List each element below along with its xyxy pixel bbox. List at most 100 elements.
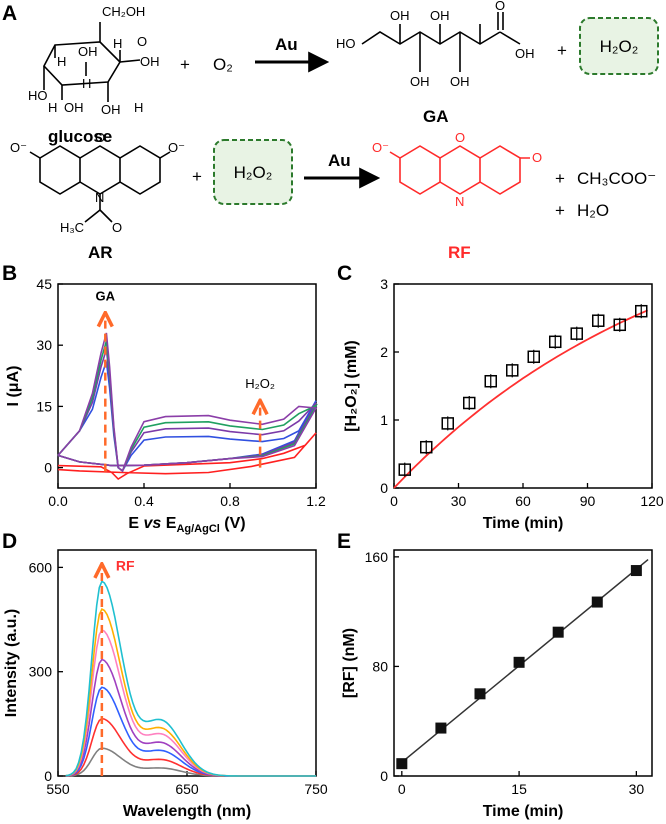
ar-ring-middle: [79, 145, 121, 195]
glucose-atom: H: [82, 76, 91, 91]
ga-label: GA: [423, 107, 449, 126]
y-tick-label: 0: [380, 480, 388, 496]
x-tick-label: 750: [304, 781, 328, 797]
x-axis-label: Time (min): [483, 515, 564, 532]
ar-atoms: O O⁻ O⁻ N H₃C O: [10, 130, 185, 235]
y-tick-label: 30: [36, 337, 52, 353]
ar-atom: O: [112, 220, 122, 235]
data-point: [484, 374, 497, 388]
data-point: [527, 350, 540, 364]
ga-bond: [499, 31, 521, 45]
glucose-atoms: CH₂OH O H H OH OH H HO OH H OH H: [28, 4, 160, 117]
rf-ring-left: [399, 145, 441, 195]
chart-d-fluorescence-spectra: 550 650 750 0 300 600 Wavelength (nm) Intensity…: [3, 549, 328, 820]
plot-frame: [393, 549, 653, 777]
glucose-structure: [43, 22, 141, 102]
ga-atom: OH: [390, 8, 410, 23]
x-tick-label: 1.2: [306, 493, 326, 509]
data-point: [398, 463, 411, 476]
y-axis-label: Intensity (a.u.): [3, 609, 20, 717]
x-tick-label: 60: [515, 493, 531, 509]
ar-atom: H₃C: [60, 220, 84, 235]
ga-atom: OH: [410, 74, 430, 89]
ar-atom: O⁻: [10, 140, 27, 155]
x-tick-label: 650: [175, 781, 199, 797]
reaction1-catalyst: Au: [275, 35, 298, 54]
chart-e-rf-kinetics: 0 15 30 0 80 160 Time (min) [RF] (nM): [341, 549, 653, 820]
gluconic-acid-structure: [361, 12, 521, 72]
data-point: [420, 440, 433, 454]
oxygen-label: O₂: [213, 55, 233, 74]
rf-atom: O: [455, 130, 465, 145]
glucose-atom: H: [134, 100, 143, 115]
panel-a-scheme: A CH₂OH O H H OH OH H HO OH H OH H: [2, 0, 659, 262]
plot-frame: [57, 283, 317, 489]
amplex-red-structure: [29, 145, 171, 223]
data-point: [591, 596, 603, 608]
panel-label-b: B: [2, 262, 17, 285]
reaction2-catalyst: Au: [328, 151, 351, 170]
data-point: [552, 626, 564, 638]
glucose-atom: HO: [28, 88, 48, 103]
plot-frame: [393, 283, 653, 489]
y-tick-label: 0: [44, 768, 52, 784]
x-tick-label: 0.4: [134, 493, 154, 509]
reaction2-plus: +: [192, 167, 202, 186]
data-point: [613, 318, 626, 332]
reaction1-plus-2: +: [557, 41, 567, 60]
y-tick-label: 15: [36, 398, 52, 414]
h2o2-peak-label: H₂O₂: [245, 376, 275, 391]
h2o2-box-1: [579, 17, 659, 75]
spectrum-curve: [65, 628, 316, 777]
rf-atoms: O O⁻ O N: [372, 130, 542, 209]
x-axis-label: E vs EAg/AgCl (V): [128, 515, 245, 535]
y-tick-label: 600: [29, 559, 53, 575]
ga-chain: [361, 31, 501, 45]
y-tick-label: 3: [380, 276, 388, 292]
x-tick-label: 30: [629, 781, 645, 797]
glucose-atom: CH₂OH: [102, 4, 145, 19]
x-tick-label: 0.0: [48, 493, 68, 509]
reaction2-plus-2: +: [555, 169, 565, 188]
y-tick-label: 0: [44, 460, 52, 476]
glucose-atom: OH: [101, 102, 121, 117]
panel-label-e: E: [337, 530, 351, 553]
rf-atom: O: [532, 150, 542, 165]
cv-curve: [57, 332, 318, 473]
ga-atoms: HO OH OH O OH OH OH: [336, 0, 535, 89]
x-tick-label: 0.8: [220, 493, 240, 509]
reaction2-plus-3: +: [555, 201, 565, 220]
rf-atom: N: [455, 194, 464, 209]
ga-atom: OH: [450, 74, 470, 89]
ga-atom: HO: [336, 36, 356, 51]
panel-label-a: A: [2, 2, 17, 25]
ga-peak-label: GA: [96, 288, 116, 303]
glucose-atom: OH: [64, 100, 84, 115]
reaction1-plus: +: [180, 55, 190, 74]
data-point: [435, 722, 447, 734]
y-tick-label: 300: [29, 664, 53, 680]
glucose-atom: OH: [140, 54, 160, 69]
data-point: [506, 364, 519, 377]
ar-ring-right: [119, 145, 161, 195]
y-axis-label: I (μA): [5, 366, 22, 407]
x-tick-label: 550: [46, 781, 70, 797]
data-point: [463, 396, 476, 410]
ar-atom: O⁻: [168, 140, 185, 155]
y-tick-label: 45: [36, 276, 52, 292]
rf-peak-label: RF: [116, 557, 135, 573]
data-point: [549, 335, 562, 349]
chart-c-h2o2-kinetics: 0 30 60 90 120 0 1 2 3 Time (min) [H₂O₂] (mM): [343, 276, 664, 532]
ar-bond: [29, 151, 171, 159]
x-axis-label: Time (min): [483, 803, 564, 820]
spectrum-curve: [65, 580, 316, 777]
glucose-atom: O: [137, 34, 147, 49]
panel-label-d: D: [2, 530, 17, 553]
chart-b-cyclic-voltammetry: 0.0 0.4 0.8 1.2 0 15 30 45 I (μA) E vs EAg/AgCl (…: [5, 276, 326, 535]
glucose-atom: OH: [78, 44, 98, 59]
data-point: [513, 656, 525, 668]
x-tick-label: 120: [640, 493, 664, 509]
rf-ring-middle: [439, 145, 481, 195]
data-point: [441, 417, 454, 430]
rf-ring-right: [479, 145, 521, 195]
